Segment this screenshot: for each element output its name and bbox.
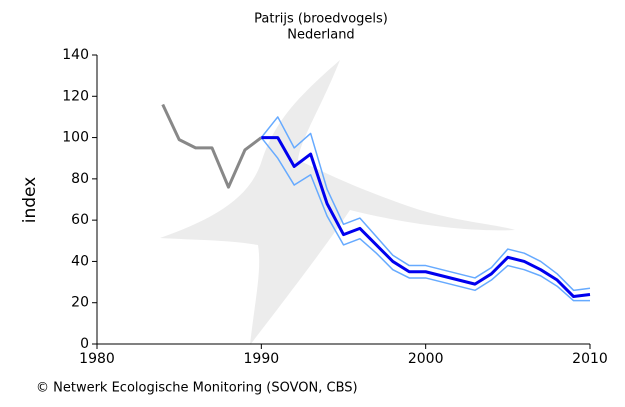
y-tick-label: 40 <box>71 253 89 269</box>
x-tick-label: 2000 <box>408 351 444 367</box>
y-tick-label: 0 <box>80 336 89 352</box>
y-tick-label: 60 <box>71 212 89 228</box>
y-tick-label: 80 <box>71 171 89 187</box>
series-line <box>163 105 262 188</box>
y-tick-label: 140 <box>62 47 89 63</box>
y-tick-label: 20 <box>71 295 89 311</box>
y-axis-label: index <box>20 177 40 224</box>
x-tick-label: 1990 <box>244 351 280 367</box>
chart: Patrijs (broedvogels) Nederland index © … <box>0 0 625 403</box>
x-tick-label: 1980 <box>79 351 115 367</box>
credit: © Netwerk Ecologische Monitoring (SOVON,… <box>36 381 358 396</box>
swallow-watermark <box>160 60 515 345</box>
chart-subtitle: Nederland <box>287 28 354 43</box>
x-tick-label: 2010 <box>572 351 608 367</box>
y-tick-label: 120 <box>62 88 89 104</box>
y-tick-label: 100 <box>62 130 89 146</box>
chart-title: Patrijs (broedvogels) <box>254 12 388 27</box>
